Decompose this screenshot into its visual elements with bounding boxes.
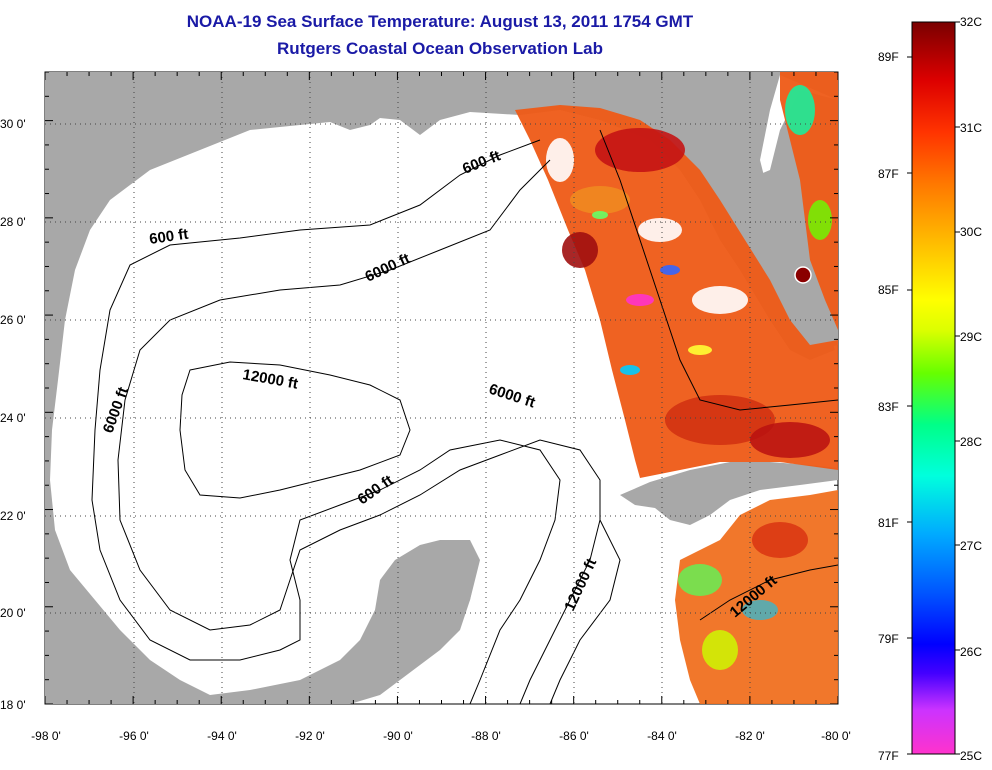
celsius-label: 30C (960, 225, 982, 239)
celsius-label: 29C (960, 330, 982, 344)
celsius-label: 31C (960, 121, 982, 135)
celsius-label: 26C (960, 645, 982, 659)
lat-label: 30 0' (0, 117, 26, 131)
lon-label: -82 0' (735, 729, 765, 743)
lat-label: 24 0' (0, 411, 26, 425)
celsius-label: 28C (960, 435, 982, 449)
lon-label: -86 0' (559, 729, 589, 743)
axis-ticks (44, 71, 839, 705)
colorbar-fahrenheit-labels: 89F 87F 85F 83F 81F 79F 77F (878, 50, 899, 763)
lon-label: -88 0' (471, 729, 501, 743)
lon-label: -80 0' (821, 729, 851, 743)
celsius-label: 32C (960, 15, 982, 29)
map-grid (45, 72, 838, 704)
lon-labels: -98 0' -96 0' -94 0' -92 0' -90 0' -88 0… (31, 729, 851, 743)
fahrenheit-label: 83F (878, 400, 899, 414)
colorbar-celsius-labels: 32C 31C 30C 29C 28C 27C 26C 25C (960, 15, 982, 763)
lat-label: 28 0' (0, 215, 26, 229)
celsius-label: 25C (960, 749, 982, 763)
fahrenheit-label: 77F (878, 749, 899, 763)
land-cuba (620, 462, 838, 525)
lat-label: 26 0' (0, 313, 26, 327)
contour-label-600ft-west: 600 ft (148, 226, 189, 248)
map-subtitle: Rutgers Coastal Ocean Observation Lab (277, 39, 603, 58)
fahrenheit-label: 87F (878, 167, 899, 181)
lon-label: -90 0' (383, 729, 413, 743)
lat-label: 20 0' (0, 606, 26, 620)
lon-label: -98 0' (31, 729, 61, 743)
fahrenheit-label: 89F (878, 50, 899, 64)
lon-label: -96 0' (119, 729, 149, 743)
land-yucatan (380, 545, 478, 660)
lon-label: -84 0' (647, 729, 677, 743)
temperature-colorbar (911, 21, 956, 755)
lon-label: -94 0' (207, 729, 237, 743)
colorbar-ticks (907, 21, 960, 755)
fahrenheit-label: 81F (878, 516, 899, 530)
sst-atlantic-strip (780, 72, 838, 330)
lon-label: -92 0' (295, 729, 325, 743)
celsius-label: 27C (960, 539, 982, 553)
lat-labels: 30 0' 28 0' 26 0' 24 0' 22 0' 20 0' 18 0… (0, 117, 26, 712)
map-title: NOAA-19 Sea Surface Temperature: August … (186, 12, 694, 31)
lat-label: 22 0' (0, 509, 26, 523)
fahrenheit-label: 85F (878, 283, 899, 297)
fahrenheit-label: 79F (878, 632, 899, 646)
lat-label: 18 0' (0, 698, 26, 712)
